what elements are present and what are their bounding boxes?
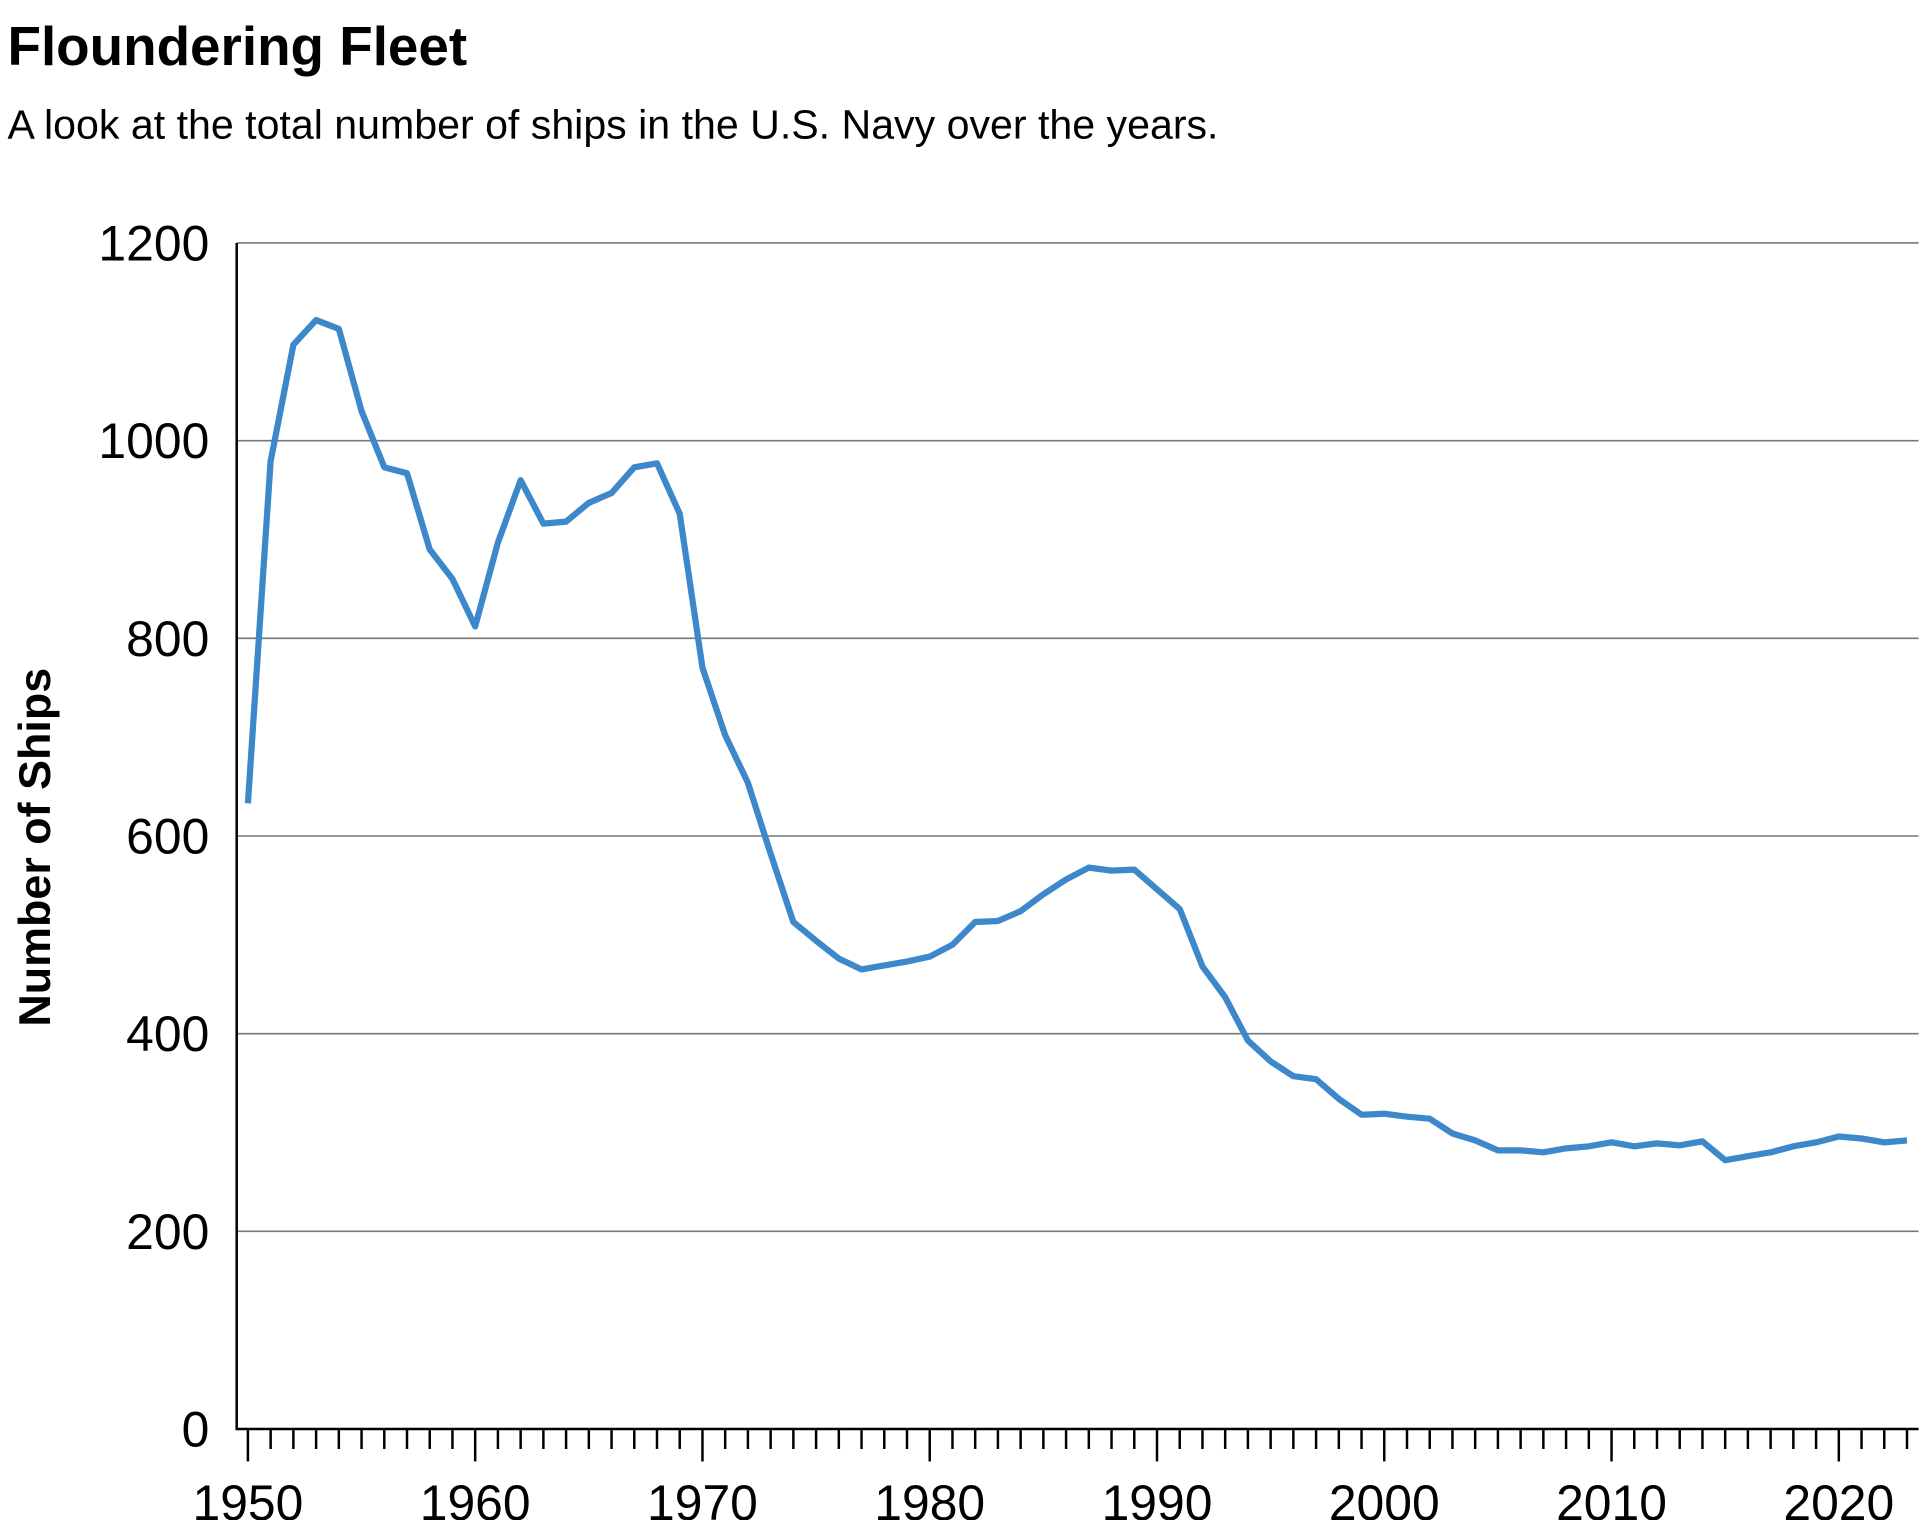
y-tick-label: 1000 xyxy=(98,413,209,469)
y-tick-label: 400 xyxy=(126,1006,209,1062)
x-tick-label: 2010 xyxy=(1556,1475,1667,1520)
y-tick-label: 1200 xyxy=(98,215,209,271)
y-tick-label: 0 xyxy=(182,1401,210,1457)
chart-subtitle: A look at the total number of ships in t… xyxy=(7,101,1218,147)
x-tick-label: 1950 xyxy=(192,1475,303,1520)
x-tick-label: 1980 xyxy=(874,1475,985,1520)
x-tick-label: 2000 xyxy=(1329,1475,1440,1520)
y-tick-labels: 0 200 400 600 800 1000 1200 xyxy=(98,215,209,1457)
x-tick-label: 1960 xyxy=(420,1475,531,1520)
axes xyxy=(235,242,1919,1462)
series-line-ships xyxy=(244,316,1908,1164)
chart-title: Floundering Fleet xyxy=(7,15,467,77)
x-tick-labels: 1950 1960 1970 1980 1990 2000 2010 2020 xyxy=(192,1475,1894,1520)
y-tick-label: 600 xyxy=(126,808,209,864)
gridlines xyxy=(236,242,1919,1233)
x-tick-label: 1990 xyxy=(1102,1475,1213,1520)
y-axis-label: Number of Ships xyxy=(9,668,60,1027)
y-tick-label: 800 xyxy=(126,611,209,667)
x-tick-label: 2020 xyxy=(1783,1475,1894,1520)
y-tick-label: 200 xyxy=(126,1204,209,1260)
x-tick-label: 1970 xyxy=(647,1475,758,1520)
